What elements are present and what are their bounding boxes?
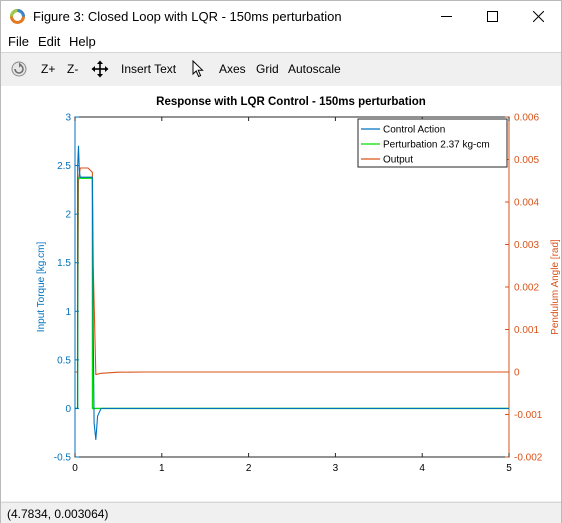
- legend-entry: Output: [383, 155, 413, 166]
- x-tick-label: 2: [246, 463, 252, 474]
- insert-text-button[interactable]: Insert Text: [121, 62, 176, 76]
- x-tick-label: 1: [159, 463, 165, 474]
- minimize-icon: [441, 11, 452, 22]
- menu-file[interactable]: File: [8, 34, 29, 49]
- right-y-tick-label: -0.001: [514, 410, 543, 421]
- pan-move-icon[interactable]: [91, 60, 109, 83]
- maximize-button[interactable]: [469, 1, 515, 32]
- menu-help[interactable]: Help: [69, 34, 96, 49]
- left-y-tick-label: 2.5: [57, 161, 71, 172]
- right-y-tick-label: -0.002: [514, 453, 543, 464]
- left-y-tick-label: 0: [65, 404, 71, 415]
- chart[interactable]: Response with LQR Control - 150ms pertur…: [1, 86, 561, 501]
- axes-button[interactable]: Axes: [219, 62, 246, 76]
- status-bar: (4.7834, 0.003064): [1, 502, 561, 523]
- right-y-axis: -0.002 -0.001 0 0.001 0.002 0.003 0.004 0.005 0.…: [505, 113, 543, 464]
- right-y-tick-label: 0.006: [514, 113, 539, 124]
- left-y-tick-label: -0.5: [54, 453, 72, 464]
- toolbar: Z+ Z- Insert Text Axes Grid Autoscale: [1, 52, 561, 87]
- autoscale-button[interactable]: Autoscale: [288, 62, 341, 76]
- select-pointer-icon[interactable]: [191, 60, 205, 83]
- window-title: Figure 3: Closed Loop with LQR - 150ms p…: [33, 9, 342, 24]
- right-y-tick-label: 0.001: [514, 325, 539, 336]
- octave-app-icon: [9, 8, 26, 25]
- minimize-button[interactable]: [423, 1, 469, 32]
- right-y-tick-label: 0: [514, 368, 520, 379]
- left-y-tick-label: 2: [65, 210, 71, 221]
- right-y-axis-label: Pendulum Angle [rad]: [550, 239, 561, 335]
- left-y-axis-label: Input Torque [kg.cm]: [36, 242, 47, 333]
- x-tick-label: 4: [419, 463, 425, 474]
- menu-edit[interactable]: Edit: [38, 34, 60, 49]
- rotate-tool-icon[interactable]: [10, 60, 28, 83]
- x-tick-label: 5: [506, 463, 512, 474]
- left-y-tick-label: 3: [65, 113, 71, 124]
- right-y-tick-label: 0.002: [514, 283, 539, 294]
- chart-title: Response with LQR Control - 150ms pertur…: [156, 96, 426, 108]
- maximize-icon: [487, 11, 498, 22]
- cursor-coordinates: (4.7834, 0.003064): [7, 507, 108, 521]
- left-y-tick-label: 1: [65, 307, 71, 318]
- legend[interactable]: Control Action Perturbation 2.37 kg-cm Out…: [358, 119, 507, 167]
- x-tick-label: 0: [72, 463, 78, 474]
- x-tick-label: 3: [333, 463, 339, 474]
- close-icon: [533, 11, 544, 22]
- right-y-tick-label: 0.005: [514, 155, 539, 166]
- legend-entry: Perturbation 2.37 kg-cm: [383, 140, 490, 151]
- right-y-tick-label: 0.003: [514, 240, 539, 251]
- left-y-axis: -0.5 0 0.5 1 1.5 2 2.5 3: [54, 113, 79, 464]
- zoom-in-button[interactable]: Z+: [41, 62, 55, 76]
- zoom-out-button[interactable]: Z-: [67, 62, 78, 76]
- right-y-tick-label: 0.004: [514, 198, 539, 209]
- axes-box: [75, 117, 509, 457]
- left-y-tick-label: 0.5: [57, 355, 71, 366]
- menu-bar: File Edit Help: [1, 32, 561, 52]
- title-bar[interactable]: Figure 3: Closed Loop with LQR - 150ms p…: [1, 1, 561, 32]
- left-y-tick-label: 1.5: [57, 258, 71, 269]
- close-button[interactable]: [515, 1, 561, 32]
- grid-button[interactable]: Grid: [256, 62, 279, 76]
- plot-area[interactable]: Response with LQR Control - 150ms pertur…: [1, 86, 561, 501]
- legend-entry: Control Action: [383, 125, 445, 136]
